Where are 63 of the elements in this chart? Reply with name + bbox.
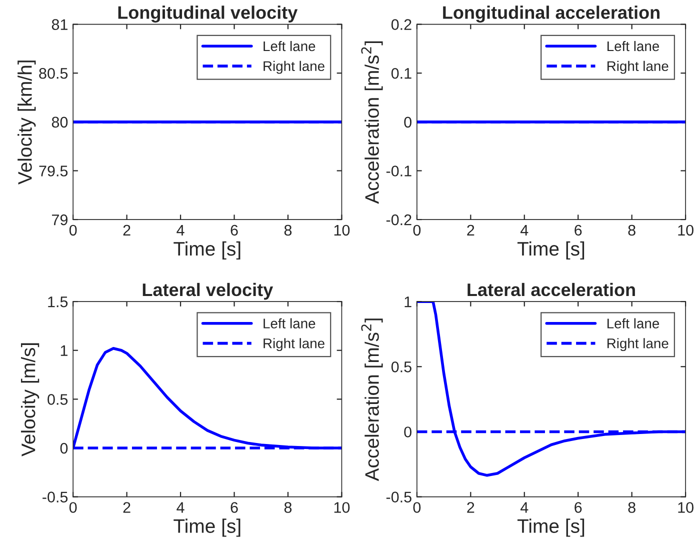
x-tick-label: 2 <box>123 224 130 236</box>
x-tick-label: 4 <box>176 502 184 513</box>
legend-label: Right lane <box>264 60 324 74</box>
legend-label: Left lane <box>607 318 660 328</box>
x-tick-label: 10 <box>678 502 694 513</box>
x-tick-label: 8 <box>284 502 292 513</box>
x-axis-title: Time [s] <box>174 518 240 537</box>
y-tick-label: 0 <box>60 442 68 454</box>
legend-label: Right lane <box>607 338 668 352</box>
y-tick-label: 81 <box>52 19 68 30</box>
x-tick-label: 6 <box>574 224 582 236</box>
x-tick-label: 10 <box>678 224 694 236</box>
x-tick-label: 6 <box>230 224 238 236</box>
y-tick-label: 1.5 <box>48 296 68 308</box>
y-tick-label: -0.5 <box>386 492 412 502</box>
x-tick-label: 2 <box>467 502 474 513</box>
legend-label: Left lane <box>607 40 660 52</box>
y-axis-title: Velocity [m/s] <box>20 343 40 456</box>
x-tick-label: 4 <box>520 502 528 513</box>
legend-label: Right lane <box>264 338 324 352</box>
y-tick-label: 0.5 <box>48 394 68 405</box>
x-tick-label: 4 <box>520 224 528 236</box>
legend-label: Right lane <box>607 60 668 74</box>
x-tick-label: 0 <box>69 502 77 513</box>
x-tick-label: 6 <box>230 502 238 513</box>
legend-label: Left lane <box>264 40 316 52</box>
y-tick-label: 1 <box>60 345 68 356</box>
x-tick-label: 2 <box>467 224 474 236</box>
y-tick-label: 0.5 <box>391 362 412 372</box>
chart-title: Longitudinal velocity <box>118 6 298 23</box>
y-tick-label: 0.1 <box>391 68 412 79</box>
x-tick-label: 0 <box>413 224 421 236</box>
x-tick-label: 0 <box>69 224 77 236</box>
x-tick-label: 10 <box>334 224 350 236</box>
x-axis-title: Time [s] <box>174 241 240 260</box>
y-tick-label: 79.5 <box>39 166 68 176</box>
y-axis-title: Acceleration [m/s$^{2}$] <box>361 41 383 204</box>
y-tick-label: 1 <box>404 296 412 308</box>
y-tick-label: 80 <box>52 116 68 128</box>
y-tick-label: 0.2 <box>391 19 412 30</box>
y-tick-label: -0.2 <box>386 214 412 226</box>
y-tick-label: 79 <box>52 214 68 226</box>
chart-title: Longitudinal acceleration <box>443 6 660 23</box>
chart-title: Lateral velocity <box>142 282 274 300</box>
x-axis-title: Time [s] <box>517 241 584 260</box>
chart-title: Lateral acceleration <box>468 282 635 296</box>
x-tick-label: 10 <box>334 502 350 513</box>
x-tick-label: 8 <box>284 224 292 236</box>
x-tick-label: 8 <box>628 502 636 513</box>
x-tick-label: 4 <box>176 224 184 236</box>
x-tick-label: 0 <box>413 502 421 513</box>
y-tick-label: 0 <box>404 426 412 438</box>
x-tick-label: 6 <box>574 502 582 513</box>
x-axis-title: Time [s] <box>517 518 584 537</box>
legend-label: Left lane <box>264 318 316 328</box>
x-tick-label: 8 <box>628 224 636 236</box>
y-tick-label: 0 <box>404 116 412 128</box>
y-axis-title: Velocity [km/h] <box>18 60 36 185</box>
y-tick-label: 80.5 <box>39 68 68 79</box>
y-axis-title: Acceleration [m/s$^{2}$] <box>361 318 383 482</box>
x-tick-label: 2 <box>123 502 130 513</box>
y-tick-label: -0.1 <box>386 166 412 176</box>
y-tick-label: -0.5 <box>42 492 68 502</box>
